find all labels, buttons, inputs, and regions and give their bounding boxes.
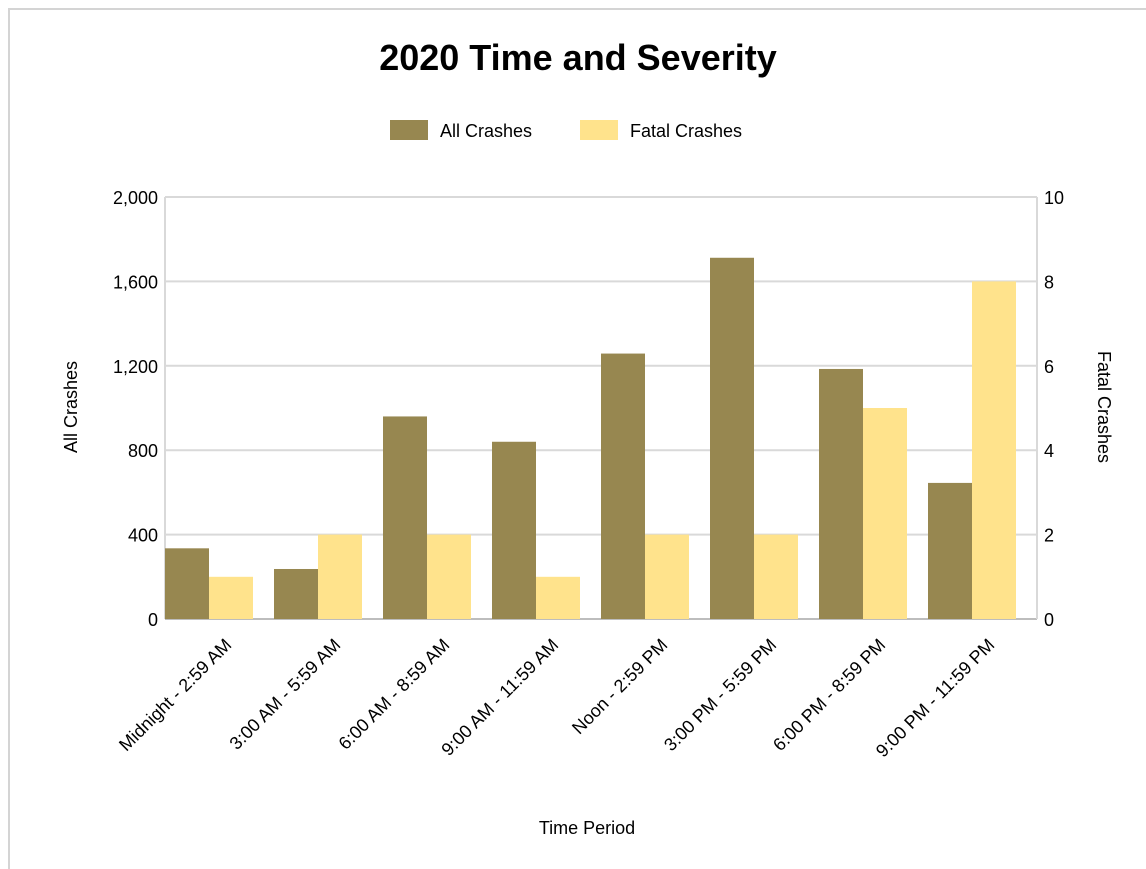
bar-all-crashes <box>928 482 972 619</box>
bar-fatal-crashes <box>972 281 1016 619</box>
y-axis-title: All Crashes <box>61 361 81 453</box>
x-axis-title: Time Period <box>539 818 635 838</box>
y2-tick-label: 10 <box>1044 188 1064 208</box>
bar-fatal-crashes <box>318 534 362 619</box>
y-tick-label: 2,000 <box>113 188 158 208</box>
x-tick-label: 6:00 AM - 8:59 AM <box>335 635 454 754</box>
tick-labels: 0 0 400 2 800 4 1,200 6 1,600 8 2,000 10 Midnight - … <box>113 188 1064 761</box>
y-tick-label: 1,200 <box>113 357 158 377</box>
y-tick-label: 400 <box>128 526 158 546</box>
y-tick-label: 0 <box>148 610 158 630</box>
x-tick-label: 3:00 AM - 5:59 AM <box>226 635 345 754</box>
chart-title: 2020 Time and Severity <box>379 37 777 78</box>
bar-fatal-crashes <box>209 576 253 619</box>
x-tick-label: Noon - 2:59 PM <box>568 635 671 738</box>
y2-tick-label: 8 <box>1044 272 1054 292</box>
bar-all-crashes <box>165 548 209 619</box>
bar-all-crashes <box>601 353 645 619</box>
legend-label-all-crashes: All Crashes <box>440 121 532 141</box>
frame-border-top <box>8 8 1146 10</box>
bar-fatal-crashes <box>754 534 798 619</box>
x-tick-label: Midnight - 2:59 AM <box>115 635 235 755</box>
y-tick-label: 800 <box>128 441 158 461</box>
y2-axis-title: Fatal Crashes <box>1094 351 1114 463</box>
y2-tick-label: 2 <box>1044 526 1054 546</box>
y2-tick-label: 0 <box>1044 610 1054 630</box>
x-tick-label: 6:00 PM - 8:59 PM <box>769 635 889 755</box>
y2-tick-label: 4 <box>1044 441 1054 461</box>
bar-all-crashes <box>383 416 427 619</box>
bar-fatal-crashes <box>536 576 580 619</box>
legend-swatch-all-crashes <box>390 120 428 140</box>
bar-fatal-crashes <box>427 534 471 619</box>
bar-all-crashes <box>492 441 536 619</box>
legend: All Crashes Fatal Crashes <box>390 120 742 141</box>
x-tick-label: 3:00 PM - 5:59 PM <box>660 635 780 755</box>
bars <box>165 257 1016 619</box>
y-tick-label: 1,600 <box>113 272 158 292</box>
bar-all-crashes <box>274 568 318 619</box>
bar-all-crashes <box>819 368 863 619</box>
x-tick-label: 9:00 AM - 11:59 AM <box>437 635 562 760</box>
legend-label-fatal-crashes: Fatal Crashes <box>630 121 742 141</box>
x-tick-label: 9:00 PM - 11:59 PM <box>872 635 998 761</box>
bar-fatal-crashes <box>863 408 907 619</box>
legend-swatch-fatal-crashes <box>580 120 618 140</box>
bar-all-crashes <box>710 257 754 619</box>
y2-tick-label: 6 <box>1044 357 1054 377</box>
bar-fatal-crashes <box>645 534 689 619</box>
frame-border-left <box>8 8 10 869</box>
